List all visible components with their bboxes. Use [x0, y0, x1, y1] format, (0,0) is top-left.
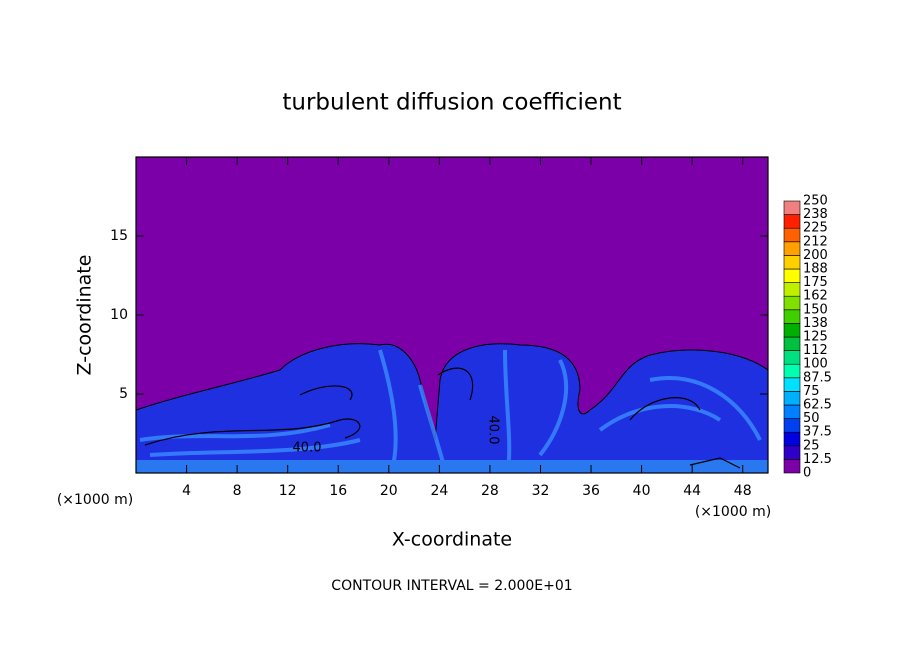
x-tick-label: 40: [633, 483, 651, 499]
colorbar-label: 162: [803, 289, 828, 304]
colorbar-label: 75: [803, 384, 820, 399]
colorbar-label: 138: [803, 316, 828, 331]
colorbar-label: 188: [803, 262, 828, 277]
colorbar-label: 225: [803, 221, 828, 236]
colorbar-swatch: [783, 214, 801, 229]
contour-lines: [144, 367, 741, 469]
x-tick-label: 12: [279, 483, 297, 499]
colorbar-label: 37.5: [803, 425, 832, 440]
x-tick-label: 36: [582, 483, 600, 499]
field: [135, 157, 769, 474]
colorbar-swatch: [783, 377, 801, 392]
colorbar-swatch: [783, 255, 801, 270]
x-tick-label: 8: [233, 483, 242, 499]
x-tick-label: 4: [182, 483, 191, 499]
x-unit-label: (×1000 m): [57, 492, 133, 508]
y-axis-label: Z-coordinate: [74, 255, 96, 376]
colorbar-label: 50: [803, 411, 820, 426]
y-tick-label: 5: [119, 386, 128, 402]
x-tick-label: 32: [532, 483, 550, 499]
x-tick-label: 20: [380, 483, 398, 499]
colorbar-label: 12.5: [803, 452, 832, 467]
chart-title: turbulent diffusion coefficient: [282, 90, 621, 116]
colorbar-swatch: [783, 350, 801, 365]
colorbar-swatch: [783, 309, 801, 324]
colorbar-swatch: [783, 445, 801, 460]
contour-label: 40.0: [293, 441, 322, 456]
colorbar-label: 238: [803, 207, 828, 222]
colorbar-swatch: [783, 200, 801, 215]
x-tick-label: 44: [683, 483, 701, 499]
colorbar-swatch: [783, 431, 801, 447]
x-unit-label: (×1000 m): [695, 504, 771, 520]
colorbar-swatch: [783, 459, 801, 474]
colorbar-swatch: [783, 418, 801, 433]
colorbar-swatch: [783, 336, 801, 351]
x-tick-label: 24: [430, 483, 448, 499]
x-tick-label: 16: [329, 483, 347, 499]
colorbar-label: 150: [803, 302, 828, 317]
colorbar-label: 212: [803, 234, 828, 249]
colorbar-label: 62.5: [803, 398, 832, 413]
colorbar-swatch: [783, 391, 801, 406]
colorbar-label: 100: [803, 357, 828, 372]
field-streaks: [139, 349, 762, 471]
colorbar-label: 200: [803, 248, 828, 263]
footnote: CONTOUR INTERVAL = 2.000E+01: [331, 578, 572, 594]
y-tick-label: 15: [110, 228, 128, 244]
colorbar-swatch: [783, 282, 801, 297]
colorbar-swatch: [783, 404, 801, 419]
colorbar-swatch: [783, 323, 801, 338]
colorbar-label: 125: [803, 330, 828, 345]
colorbar-swatch: [783, 241, 801, 256]
colorbar-label: 87.5: [803, 370, 832, 385]
surface-layer: [136, 460, 768, 473]
colorbar-label: 250: [803, 194, 828, 209]
x-axis-label: X-coordinate: [392, 529, 512, 551]
x-tick-label: 48: [734, 483, 752, 499]
colorbar-swatch: [783, 227, 801, 243]
contour-label: 40.0: [486, 416, 501, 445]
colorbar-swatch: [783, 268, 801, 283]
colorbar-label: 175: [803, 275, 828, 290]
turbulent-region: [135, 343, 769, 474]
colorbar-label: 25: [803, 438, 820, 453]
x-tick-label: 28: [481, 483, 499, 499]
colorbar-label: 112: [803, 343, 828, 358]
y-tick-label: 10: [110, 307, 128, 323]
colorbar-swatch: [783, 295, 801, 311]
colorbar-label: 0: [803, 466, 811, 481]
colorbar-swatch: [783, 363, 801, 379]
